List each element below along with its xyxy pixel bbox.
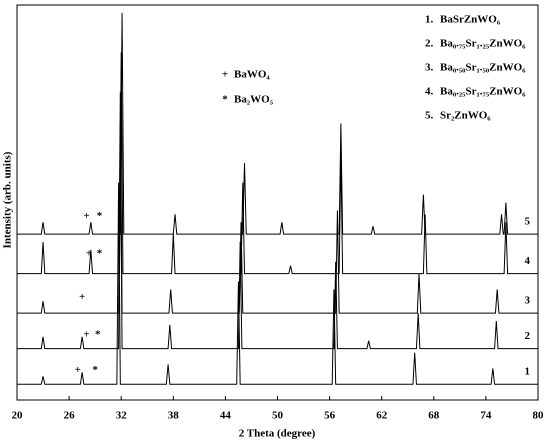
- legend-label: Ba₀.₇₅Sr₁.₂₅ZnWO₆: [440, 38, 526, 50]
- x-tick-label: 20: [12, 410, 24, 422]
- x-tick-label: 80: [533, 410, 545, 422]
- legend-key: 3.: [425, 62, 434, 74]
- pattern-label: 2: [525, 330, 531, 342]
- x-tick-label: 32: [116, 410, 128, 422]
- legend-key: 2.: [425, 38, 434, 50]
- phase-name: BaWO₄: [234, 69, 270, 81]
- xrd-pattern: [17, 91, 538, 314]
- legend-key: 5.: [425, 110, 434, 122]
- pattern-label: 3: [525, 295, 531, 307]
- phase-symbol: +: [222, 69, 228, 81]
- pattern-label: 1: [525, 366, 531, 378]
- xrd-pattern: [17, 12, 538, 235]
- x-tick-label: 44: [220, 410, 232, 422]
- phase-marker: +: [86, 247, 92, 259]
- phase-marker: +: [79, 291, 85, 303]
- pattern-label: 4: [525, 255, 531, 267]
- legend-label: Ba₀.₂₅Sr₁.₇₅ZnWO₆: [440, 86, 526, 98]
- phase-marker: *: [92, 364, 98, 376]
- x-tick-label: 26: [64, 410, 76, 422]
- y-axis-label: Intensity (arb. units): [2, 151, 14, 248]
- legend-label: BaSrZnWO₆: [440, 14, 501, 26]
- pattern-label: 5: [525, 216, 531, 228]
- phase-symbol: *: [222, 94, 228, 106]
- x-tick-label: 56: [324, 410, 336, 422]
- phase-marker: *: [97, 210, 103, 222]
- legend-key: 1.: [425, 14, 434, 26]
- legend-label: Sr₂ZnWO₆: [440, 110, 491, 122]
- x-tick-label: 74: [480, 410, 492, 422]
- xrd-pattern: [17, 123, 538, 350]
- phase-name: Ba₂WO₅: [234, 94, 274, 106]
- x-axis-label: 2 Theta (degree): [239, 428, 316, 440]
- xrd-pattern: [17, 182, 538, 385]
- phase-marker: +: [83, 210, 89, 222]
- x-tick-label: 38: [168, 410, 180, 422]
- x-tick-label: 50: [272, 410, 284, 422]
- phase-marker: +: [75, 364, 81, 376]
- legend-label: Ba₀.₅₀Sr₁.₅₀ZnWO₆: [440, 62, 526, 74]
- phase-marker: *: [95, 328, 101, 340]
- phase-marker: +: [83, 328, 89, 340]
- phase-marker: *: [97, 247, 103, 259]
- legend-key: 4.: [425, 86, 434, 98]
- x-tick-label: 62: [376, 410, 388, 422]
- x-tick-label: 68: [428, 410, 440, 422]
